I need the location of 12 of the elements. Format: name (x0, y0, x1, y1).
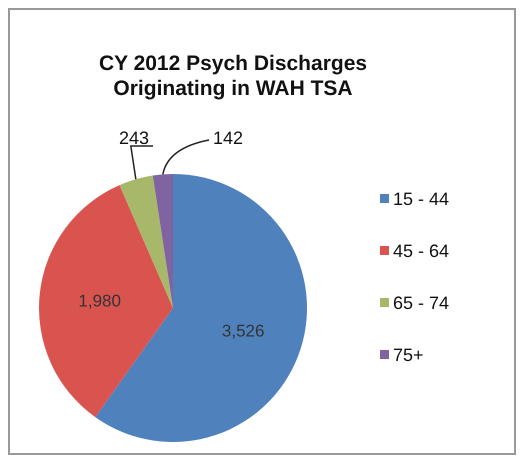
legend-label: 75+ (393, 345, 424, 365)
data-label: 142 (213, 128, 244, 148)
pie-slice (152, 174, 173, 308)
legend-label: 65 - 74 (393, 293, 450, 313)
pie-slice (120, 176, 173, 308)
chart-title: CY 2012 Psych Discharges Originating in WAH TSA (98, 52, 368, 100)
legend-label: 15 - 44 (393, 189, 450, 209)
pie-slice (39, 185, 173, 418)
data-label: 3,526 (222, 321, 264, 340)
data-label: 243 (118, 128, 149, 148)
legend-label: 45 - 64 (393, 241, 450, 261)
data-label: 1,980 (78, 291, 121, 310)
